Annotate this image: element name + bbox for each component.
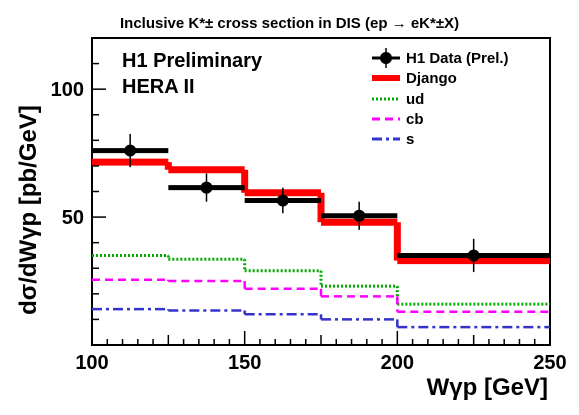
legend-label: Django bbox=[406, 70, 457, 87]
axes-layer: 100 150 200 250 50 100 bbox=[51, 37, 567, 374]
legend-entry: cb bbox=[372, 111, 424, 128]
legend-label: s bbox=[406, 131, 414, 148]
y-tick-label: 50 bbox=[62, 207, 84, 229]
legend-swatch-marker bbox=[380, 52, 392, 64]
series-django bbox=[92, 158, 550, 265]
x-tick-label: 150 bbox=[228, 352, 261, 374]
data-point bbox=[276, 194, 289, 207]
x-tick-label: 200 bbox=[381, 352, 414, 374]
series-layer bbox=[92, 133, 550, 329]
chart-title: Inclusive K*± cross section in DIS (ep →… bbox=[120, 15, 459, 32]
series-s bbox=[92, 307, 550, 329]
x-tick-label: 100 bbox=[75, 352, 108, 374]
series-h1-data bbox=[92, 133, 550, 273]
plot-title: Inclusive K*± cross section in DIS (ep →… bbox=[120, 15, 459, 32]
x-axis-label: Wγp [GeV] bbox=[427, 374, 548, 401]
annotation-hera-ii: HERA II bbox=[122, 76, 195, 98]
series-cb bbox=[92, 278, 550, 313]
data-point bbox=[353, 209, 366, 222]
legend-entry: s bbox=[372, 131, 414, 148]
y-axis-label: dσ/dWγp [pb/GeV] bbox=[15, 105, 42, 315]
legend-entry: ud bbox=[372, 91, 424, 108]
data-point bbox=[467, 249, 480, 262]
data-point bbox=[124, 144, 137, 157]
legend-entry: H1 Data (Prel.) bbox=[372, 48, 509, 68]
annotation-h1-preliminary: H1 Preliminary bbox=[122, 50, 263, 72]
x-tick-label: 250 bbox=[533, 352, 566, 374]
legend-label: H1 Data (Prel.) bbox=[406, 50, 509, 67]
legend: H1 Data (Prel.) Django ud cb s bbox=[372, 48, 509, 148]
y-tick-label: 100 bbox=[51, 79, 84, 101]
legend-entry: Django bbox=[372, 70, 457, 87]
legend-label: cb bbox=[406, 111, 424, 128]
legend-label: ud bbox=[406, 91, 424, 108]
series-ud bbox=[92, 253, 550, 306]
data-point bbox=[200, 181, 213, 194]
